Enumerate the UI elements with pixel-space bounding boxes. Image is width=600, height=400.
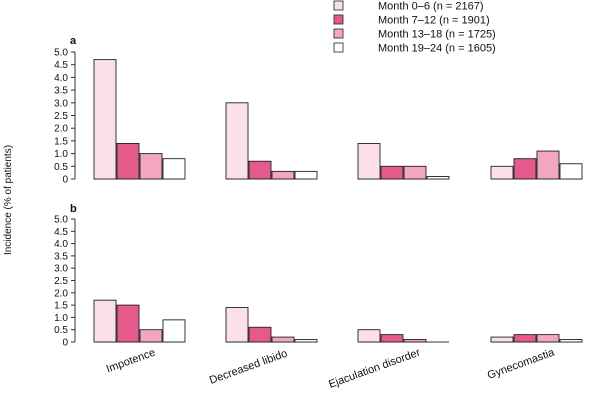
bar-panel-a-series-1-cat-3 — [513, 158, 537, 180]
bar-panel-a-series-2-cat-3 — [536, 150, 560, 180]
bar-panel-a-series-3-cat-1 — [294, 170, 318, 180]
y-tick-label: 3.0 — [54, 264, 68, 275]
panel-b: b 0 0.51.01.5 2.02.53.0 3.54.04.55.0 — [54, 203, 583, 349]
legend-swatch-0 — [333, 0, 344, 11]
bar-panel-b-series-1-cat-0 — [116, 304, 140, 343]
y-tick-label: 2.5 — [54, 111, 68, 122]
bar-panel-b-series-3-cat-1 — [294, 339, 318, 343]
y-tick-label: 4.5 — [54, 227, 68, 238]
bar-panel-a-series-2-cat-1 — [271, 170, 295, 180]
bar-panel-b-series-0-cat-3 — [490, 336, 514, 343]
legend-swatch-1 — [333, 14, 344, 25]
y-tick-label: 1.5 — [54, 301, 68, 312]
bar-panel-a-series-1-cat-1 — [248, 160, 272, 180]
bar-panel-a-series-0-cat-0 — [93, 59, 117, 180]
bar-panel-a-series-1-cat-0 — [116, 142, 140, 180]
legend-label-1: Month 7–12 (n = 1901) — [378, 15, 490, 27]
y-tick-label: 3.0 — [54, 98, 68, 109]
panel-label-a: a — [70, 35, 77, 47]
legend: Month 0–6 (n = 2167) Month 7–12 (n = 1901… — [333, 0, 496, 55]
bar-panel-b-series-3-cat-0 — [162, 319, 186, 343]
bar-panel-a-series-0-cat-2 — [357, 142, 381, 180]
legend-label-2: Month 13–18 (n = 1725) — [378, 29, 496, 41]
bar-panel-b-series-1-cat-3 — [513, 334, 537, 343]
category-label-0: Impotence — [105, 347, 157, 376]
category-label-2: Ejaculation disorder — [327, 346, 422, 390]
bar-panel-b-series-2-cat-1 — [271, 336, 295, 343]
bar-panel-a-series-2-cat-2 — [403, 165, 427, 180]
category-label-1: Decreased libido — [208, 348, 289, 387]
bar-panel-a-series-1-cat-2 — [380, 165, 404, 180]
y-tick-label: 5.0 — [54, 215, 68, 226]
bar-panel-b-series-0-cat-2 — [357, 329, 381, 343]
bar-panel-a-series-3-cat-3 — [559, 163, 583, 180]
legend-swatch-3 — [333, 42, 344, 53]
y-tick-label: 4.0 — [54, 73, 68, 84]
y-tick-label: 0.5 — [54, 162, 68, 173]
bar-panel-a-series-0-cat-3 — [490, 165, 514, 180]
bar-panel-b-series-1-cat-2 — [380, 334, 404, 343]
y-tick-label: 0.5 — [54, 325, 68, 336]
bar-panel-b-series-1-cat-1 — [248, 326, 272, 343]
y-tick-label: 2.5 — [54, 276, 68, 287]
bar-panel-a-series-2-cat-0 — [139, 153, 163, 180]
category-labels: Impotence Decreased libido Ejaculation dis… — [105, 346, 557, 391]
bar-panel-b-series-0-cat-1 — [225, 307, 249, 343]
y-tick-label: 4.0 — [54, 239, 68, 250]
legend-swatch-2 — [333, 28, 344, 39]
category-label-3: Gynecomastia — [486, 346, 557, 382]
y-tick-label: 5.0 — [54, 48, 68, 59]
y-tick-label: 3.5 — [54, 86, 68, 97]
y-tick-label: 2.0 — [54, 288, 68, 299]
y-tick-label: 1.0 — [54, 313, 68, 324]
legend-label-0: Month 0–6 (n = 2167) — [378, 1, 484, 13]
y-tick-label: 3.5 — [54, 251, 68, 262]
y-tick-label: 4.5 — [54, 60, 68, 71]
bar-panel-b-series-2-cat-2 — [403, 339, 427, 343]
bar-panel-b-series-2-cat-0 — [139, 329, 163, 343]
legend-label-3: Month 19–24 (n = 1605) — [378, 43, 496, 55]
y-axis-label: Incidence (% of patients) — [3, 145, 14, 255]
bar-panel-a-series-3-cat-0 — [162, 158, 186, 180]
bar-panel-a-series-0-cat-1 — [225, 102, 249, 180]
y-tick-label: 0 — [62, 338, 68, 349]
bar-panel-b-series-0-cat-0 — [93, 299, 117, 343]
y-tick-label: 0 — [62, 175, 68, 186]
bar-panel-b-series-2-cat-3 — [536, 334, 560, 343]
y-tick-label: 1.0 — [54, 149, 68, 160]
bar-panel-b-series-3-cat-3 — [559, 339, 583, 343]
y-tick-label: 1.5 — [54, 136, 68, 147]
y-tick-label: 2.0 — [54, 124, 68, 135]
panel-a: a 0 0.5 1.0 1.52.0 2.5 3.03.5 4.0 4.55.0 — [54, 35, 583, 186]
bar-panel-a-series-3-cat-2 — [426, 176, 450, 180]
panel-label-b: b — [70, 203, 77, 215]
